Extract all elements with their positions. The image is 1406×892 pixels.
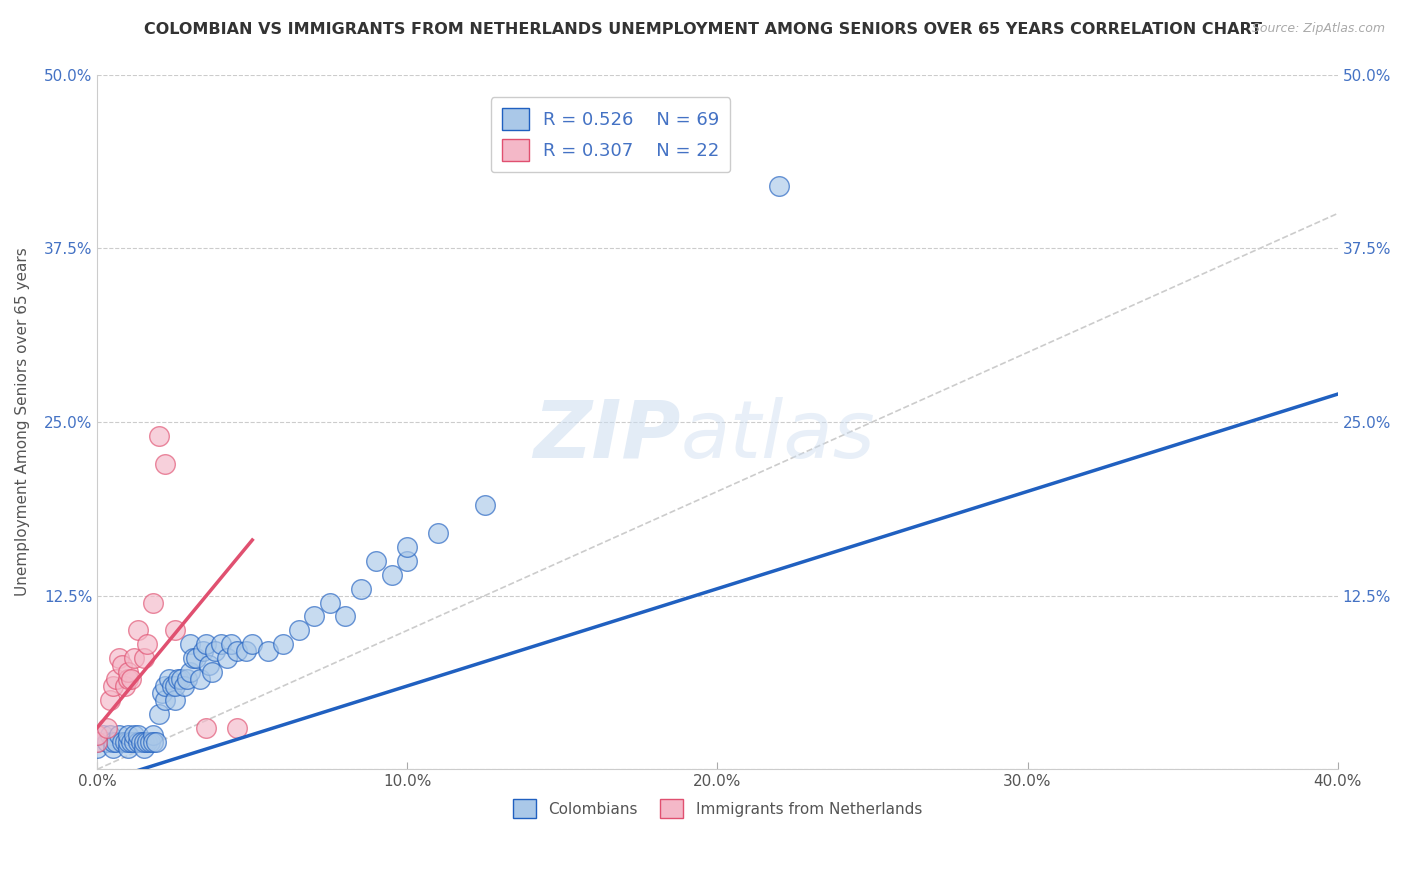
Point <box>111 658 134 673</box>
Point <box>111 734 134 748</box>
Point <box>288 624 311 638</box>
Point <box>142 596 165 610</box>
Point <box>186 651 208 665</box>
Point <box>101 734 124 748</box>
Point <box>132 651 155 665</box>
Point <box>86 741 108 756</box>
Point <box>335 609 357 624</box>
Point <box>117 672 139 686</box>
Point <box>104 672 127 686</box>
Point <box>98 728 121 742</box>
Point <box>114 679 136 693</box>
Point <box>160 679 183 693</box>
Point <box>188 672 211 686</box>
Point <box>768 178 790 193</box>
Point <box>474 498 496 512</box>
Point <box>124 728 146 742</box>
Point <box>194 721 217 735</box>
Point <box>127 728 149 742</box>
Point <box>350 582 373 596</box>
Point <box>304 609 326 624</box>
Point <box>108 728 131 742</box>
Point <box>135 734 157 748</box>
Y-axis label: Unemployment Among Seniors over 65 years: Unemployment Among Seniors over 65 years <box>15 248 30 596</box>
Point <box>127 734 149 748</box>
Point <box>240 637 263 651</box>
Point <box>150 686 173 700</box>
Point <box>86 734 108 748</box>
Point <box>225 721 247 735</box>
Point <box>124 734 146 748</box>
Point <box>124 651 146 665</box>
Point <box>135 637 157 651</box>
Point <box>163 679 186 693</box>
Point <box>139 734 162 748</box>
Point <box>148 706 170 721</box>
Point <box>96 734 118 748</box>
Point <box>155 693 177 707</box>
Point <box>256 644 278 658</box>
Point <box>194 637 217 651</box>
Point <box>101 679 124 693</box>
Point <box>176 672 198 686</box>
Point <box>86 734 108 748</box>
Point <box>132 741 155 756</box>
Point <box>120 734 142 748</box>
Point <box>191 644 214 658</box>
Point <box>396 540 419 554</box>
Text: COLOMBIAN VS IMMIGRANTS FROM NETHERLANDS UNEMPLOYMENT AMONG SENIORS OVER 65 YEAR: COLOMBIAN VS IMMIGRANTS FROM NETHERLANDS… <box>143 22 1263 37</box>
Point <box>117 741 139 756</box>
Point <box>201 665 224 679</box>
Point <box>127 624 149 638</box>
Point <box>142 728 165 742</box>
Point <box>366 554 388 568</box>
Point <box>145 734 167 748</box>
Point <box>114 734 136 748</box>
Text: Source: ZipAtlas.com: Source: ZipAtlas.com <box>1251 22 1385 36</box>
Point <box>217 651 239 665</box>
Point <box>427 526 450 541</box>
Point <box>101 741 124 756</box>
Point <box>155 679 177 693</box>
Point <box>319 596 342 610</box>
Point <box>170 672 193 686</box>
Point <box>120 672 142 686</box>
Point <box>163 693 186 707</box>
Point <box>204 644 226 658</box>
Point <box>155 457 177 471</box>
Point <box>179 637 201 651</box>
Point <box>148 429 170 443</box>
Point <box>117 734 139 748</box>
Point <box>163 624 186 638</box>
Point <box>209 637 232 651</box>
Text: atlas: atlas <box>681 397 875 475</box>
Point <box>235 644 257 658</box>
Point <box>179 665 201 679</box>
Point <box>129 734 152 748</box>
Point <box>93 728 115 742</box>
Point <box>117 665 139 679</box>
Point <box>104 734 127 748</box>
Point <box>198 658 221 673</box>
Point <box>142 734 165 748</box>
Point <box>86 728 108 742</box>
Point <box>167 672 190 686</box>
Point <box>132 734 155 748</box>
Point <box>271 637 294 651</box>
Point <box>96 721 118 735</box>
Point <box>108 651 131 665</box>
Point <box>157 672 180 686</box>
Point <box>117 728 139 742</box>
Legend: Colombians, Immigrants from Netherlands: Colombians, Immigrants from Netherlands <box>506 793 928 824</box>
Point <box>183 651 205 665</box>
Point <box>219 637 242 651</box>
Point <box>173 679 195 693</box>
Point <box>396 554 419 568</box>
Point <box>225 644 247 658</box>
Point <box>381 567 404 582</box>
Text: ZIP: ZIP <box>533 397 681 475</box>
Point <box>98 693 121 707</box>
